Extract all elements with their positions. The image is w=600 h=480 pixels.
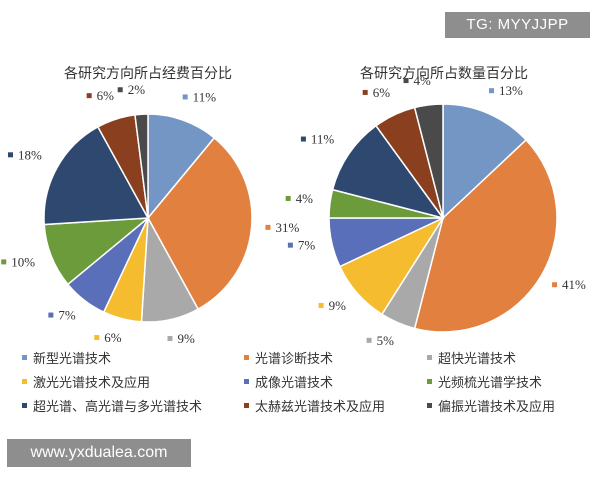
slice-value: 6%: [104, 330, 122, 345]
watermark-top: TG: MYYJJPP: [445, 12, 590, 38]
slice-label: 11%: [182, 89, 217, 104]
legend-label: 偏振光谱技术及应用: [438, 400, 556, 415]
legend-label: 太赫兹光谱技术及应用: [255, 400, 386, 415]
legend-item: 超快光谱技术: [427, 348, 516, 367]
chart-title-count: 各研究方向所占数量百分比: [360, 66, 528, 82]
slice-label: 41%: [552, 277, 586, 292]
slice-label: 5%: [366, 333, 395, 345]
slice-value: 10%: [11, 254, 35, 269]
pie-slice: [413, 138, 558, 333]
label-marker: [182, 94, 188, 100]
slice-value: 11%: [193, 89, 217, 104]
slice-label: 10%: [1, 254, 35, 269]
legend-swatch: [22, 355, 27, 360]
label-marker: [167, 335, 173, 341]
slice-value: 41%: [562, 277, 586, 292]
pie-chart-funding: 11% 31% 9% 6% 7% 10% 18% 6% 2%: [1, 82, 299, 345]
legend-swatch: [22, 379, 27, 384]
legend-swatch: [427, 403, 432, 408]
legend-item: 光谱诊断技术: [244, 348, 333, 367]
legend-item: 激光光谱技术及应用: [22, 372, 150, 391]
slice-value: 6%: [373, 85, 391, 100]
slice-label: 18%: [7, 147, 42, 162]
label-marker: [300, 136, 306, 142]
label-marker: [285, 195, 291, 201]
slice-label: 2%: [117, 82, 145, 97]
legend-label: 超光谱、高光谱与多光谱技术: [33, 400, 203, 415]
label-marker: [265, 224, 271, 230]
slice-value: 9%: [329, 298, 347, 313]
slice-label: 7%: [48, 308, 76, 323]
label-marker: [362, 89, 368, 95]
label-marker: [117, 87, 123, 93]
slice-value: 31%: [275, 220, 299, 235]
legend-item: 新型光谱技术: [22, 348, 111, 367]
label-marker: [86, 93, 92, 99]
slice-value: 9%: [177, 331, 195, 345]
legend-item: 成像光谱技术: [244, 372, 333, 391]
slice-value: 18%: [18, 147, 42, 162]
pie-chart-count: 13% 41% 5% 9% 7% 4% 11% 6% 4%: [285, 73, 586, 345]
slice-value: 11%: [311, 132, 335, 147]
legend-item: 太赫兹光谱技术及应用: [244, 396, 385, 415]
slice-label: 6%: [94, 330, 122, 345]
label-marker: [318, 302, 324, 308]
legend-item: 光频梳光谱学技术: [427, 372, 542, 391]
pie-slice: [43, 125, 150, 226]
slice-label: 6%: [86, 88, 115, 103]
legend-item: 超光谱、高光谱与多光谱技术: [22, 396, 202, 415]
pie-charts: 各研究方向所占经费百分比 各研究方向所占数量百分比 11% 31% 9% 6% 7% 10…: [1, 66, 586, 345]
slice-value: 5%: [377, 333, 395, 345]
label-marker: [403, 78, 409, 84]
legend-label: 成像光谱技术: [255, 376, 334, 391]
slice-value: 4%: [414, 73, 432, 88]
slice-label: 9%: [167, 331, 195, 345]
label-marker: [1, 259, 7, 265]
legend-swatch: [427, 379, 432, 384]
label-marker: [489, 88, 495, 94]
legend-item: 偏振光谱技术及应用: [427, 396, 555, 415]
slice-value: 4%: [296, 191, 314, 206]
label-marker: [48, 312, 54, 318]
legend-label: 光谱诊断技术: [255, 352, 334, 367]
slice-label: 4%: [285, 191, 314, 206]
legend-swatch: [22, 403, 27, 408]
label-marker: [7, 152, 13, 158]
legend-label: 新型光谱技术: [33, 352, 112, 367]
slice-value: 2%: [128, 82, 145, 97]
pie-slice: [442, 103, 528, 220]
slice-label: 9%: [318, 298, 347, 313]
legend-swatch: [244, 355, 249, 360]
legend-label: 激光光谱技术及应用: [33, 376, 151, 391]
pie-slice: [134, 113, 149, 219]
legend-swatch: [244, 379, 249, 384]
label-marker: [94, 335, 100, 341]
legend-swatch: [244, 403, 249, 408]
pie-slice: [147, 113, 216, 221]
legend-label: 超快光谱技术: [438, 352, 517, 367]
slice-value: 7%: [298, 238, 316, 253]
slice-label: 7%: [287, 238, 316, 253]
legend-label: 光频梳光谱学技术: [438, 376, 543, 391]
slice-label: 6%: [362, 85, 391, 100]
label-marker: [287, 242, 293, 248]
label-marker: [552, 282, 558, 288]
label-marker: [366, 337, 372, 343]
pie-slice: [147, 136, 253, 311]
watermark-site: www.yxdualea.com: [7, 439, 191, 467]
slice-label: 4%: [403, 73, 432, 88]
pie-slice: [331, 124, 445, 220]
slice-label: 31%: [265, 220, 299, 235]
slice-value: 6%: [97, 88, 115, 103]
slice-value: 13%: [499, 83, 523, 98]
slice-value: 7%: [58, 308, 76, 323]
chart-title-funding: 各研究方向所占经费百分比: [64, 66, 232, 82]
slice-label: 11%: [300, 132, 335, 147]
slice-label: 13%: [489, 83, 523, 98]
pie-slice: [413, 103, 444, 219]
legend-swatch: [427, 355, 432, 360]
